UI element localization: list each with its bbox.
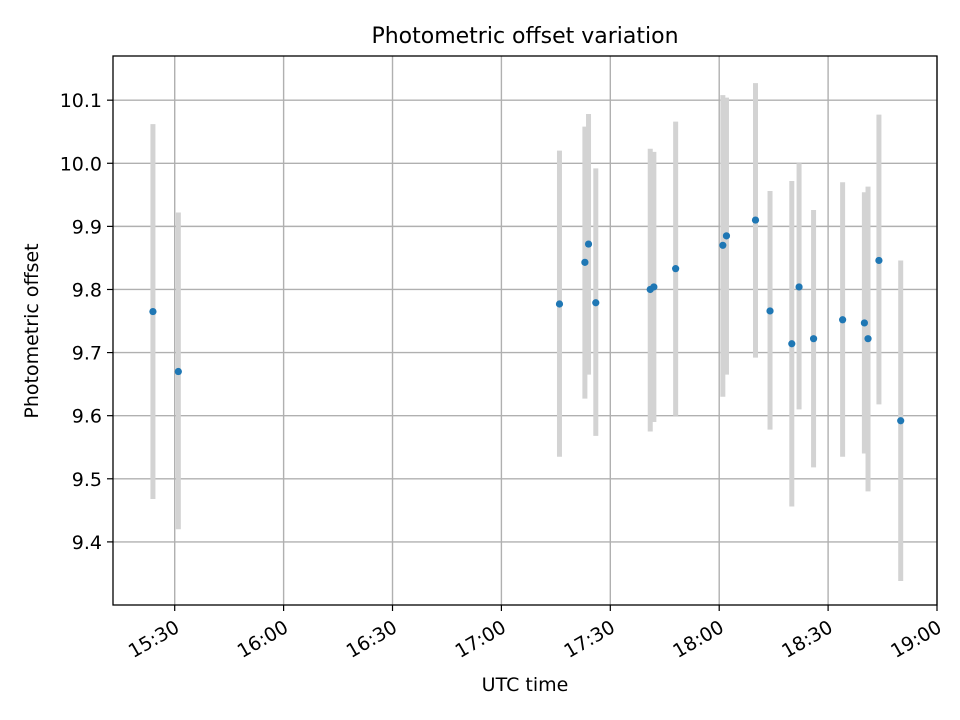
data-point bbox=[795, 283, 803, 291]
data-point bbox=[875, 256, 883, 265]
data-point bbox=[897, 417, 905, 425]
data-points bbox=[149, 216, 905, 425]
data-point bbox=[766, 307, 774, 315]
data-point bbox=[650, 283, 658, 291]
data-point bbox=[581, 258, 589, 266]
y-tick-label: 9.5 bbox=[72, 469, 102, 491]
x-axis-label: UTC time bbox=[482, 674, 569, 696]
data-point bbox=[555, 300, 564, 308]
y-tick-label: 9.8 bbox=[72, 279, 102, 301]
y-axis-label: Photometric offset bbox=[21, 243, 43, 418]
data-point bbox=[860, 319, 869, 327]
data-point bbox=[864, 335, 872, 343]
y-tick-label: 9.6 bbox=[72, 406, 102, 428]
data-point bbox=[719, 241, 727, 249]
chart-title: Photometric offset variation bbox=[371, 24, 678, 49]
data-point bbox=[751, 216, 760, 224]
data-point bbox=[788, 340, 796, 348]
data-point bbox=[809, 335, 818, 343]
y-tick-label: 10.0 bbox=[60, 153, 102, 175]
y-tick-label: 10.1 bbox=[60, 90, 102, 112]
data-point bbox=[672, 265, 680, 273]
data-point bbox=[722, 232, 731, 240]
data-point bbox=[174, 367, 182, 376]
data-point bbox=[584, 240, 593, 248]
y-tick-label: 9.4 bbox=[72, 532, 102, 554]
y-tick-label: 9.7 bbox=[72, 343, 102, 365]
data-point bbox=[839, 316, 847, 324]
data-point bbox=[149, 307, 157, 316]
plot-frame bbox=[112, 55, 938, 606]
y-tick-label: 9.9 bbox=[72, 216, 102, 238]
data-point bbox=[592, 299, 600, 307]
